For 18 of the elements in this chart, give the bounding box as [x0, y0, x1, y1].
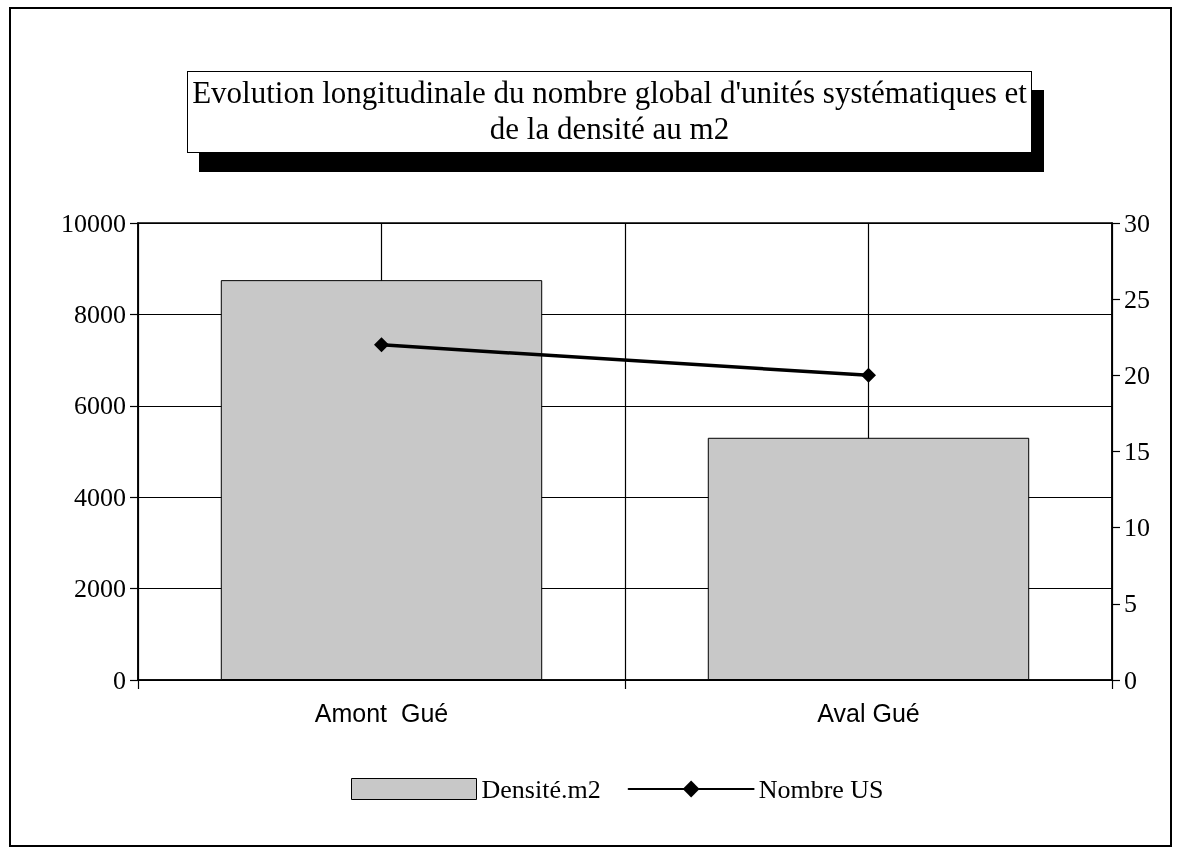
chart-title: Evolution longitudinale du nombre global d'unités systématiques et de la densité au m2 [187, 71, 1032, 153]
y-tick-label: 2000 [74, 574, 126, 604]
y2-tick-label: 15 [1124, 437, 1150, 466]
y2-tick-label: 30 [1124, 208, 1150, 238]
y-tick-label: 8000 [74, 299, 126, 329]
y2-tick-label: 5 [1124, 589, 1137, 619]
y-tick-label: 4000 [74, 482, 126, 512]
y2-tick-label: 0 [1124, 665, 1137, 695]
y-tick-label: 10000 [61, 208, 126, 238]
x-tick-label: Amont Gué [314, 698, 449, 727]
y-tick-label: 0 [113, 665, 126, 695]
y2-tick-label: 10 [1124, 513, 1150, 543]
y-tick-label: 6000 [74, 391, 126, 421]
y2-tick-label: 20 [1124, 360, 1150, 390]
legend-label: Densité.m2 [481, 774, 601, 804]
x-tick-label: Aval Gué [817, 698, 920, 727]
y2-tick-label: 25 [1124, 284, 1150, 314]
legend-label: Nombre US [758, 774, 884, 804]
